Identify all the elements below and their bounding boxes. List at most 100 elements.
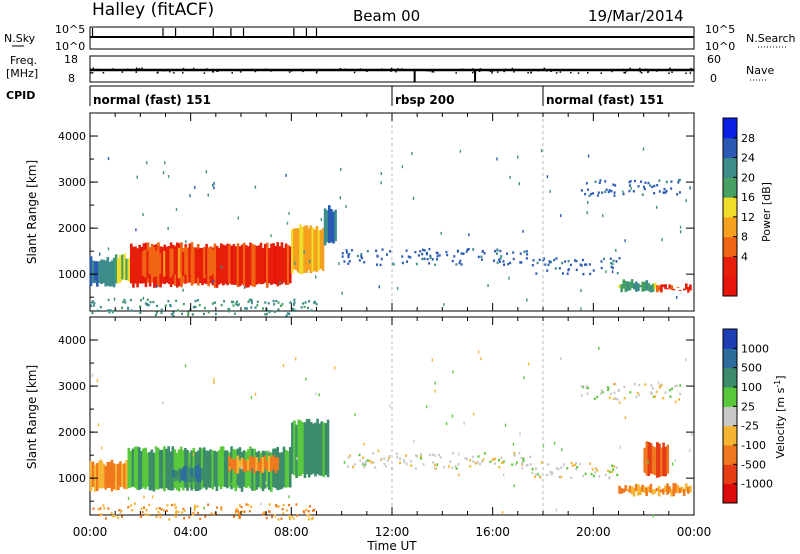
echo-dot xyxy=(405,249,408,252)
colorbar-tick-label: 8 xyxy=(741,231,748,244)
echo-cell xyxy=(270,243,273,285)
echo-dot xyxy=(613,397,616,401)
echo-cell xyxy=(123,463,126,489)
echo-dot xyxy=(169,303,172,307)
echo-speck xyxy=(213,378,215,382)
echo-dot xyxy=(365,460,368,463)
echo-dot xyxy=(594,180,597,184)
echo-dot xyxy=(198,303,201,307)
echo-dot xyxy=(431,453,434,457)
freq-dot xyxy=(397,68,399,70)
echo-dot xyxy=(575,467,578,471)
echo-dot xyxy=(288,503,291,507)
freq-dot xyxy=(203,72,206,74)
colorbar-swatch xyxy=(723,118,737,139)
echo-cell xyxy=(660,284,663,293)
echo-dot xyxy=(419,250,422,253)
echo-cell xyxy=(272,455,275,470)
colorbar-frame xyxy=(722,117,738,297)
echo-dot xyxy=(294,309,297,312)
echo-dot xyxy=(512,257,515,261)
echo-speck xyxy=(294,261,296,265)
echo-speck xyxy=(164,161,166,165)
echo-dot xyxy=(414,467,417,470)
echo-dot xyxy=(109,309,112,312)
echo-dot xyxy=(560,475,563,479)
echo-cell xyxy=(687,486,690,494)
echo-dot xyxy=(611,468,614,471)
echo-dot xyxy=(561,261,564,265)
echo-speck xyxy=(540,149,543,153)
x-tick-label: 00:00 xyxy=(73,525,108,539)
echo-cell xyxy=(653,447,657,476)
echo-cell xyxy=(196,248,200,278)
freq-strip-data xyxy=(90,67,694,82)
echo-dot xyxy=(134,502,137,505)
echo-dot xyxy=(589,462,592,465)
echo-cell xyxy=(643,447,647,473)
echo-cell xyxy=(682,488,686,496)
echo-cell xyxy=(659,489,663,493)
echo-dot xyxy=(439,456,442,459)
echo-cell xyxy=(117,258,120,284)
echo-dot xyxy=(216,506,219,509)
echo-speck xyxy=(162,171,165,175)
freq-dot xyxy=(551,69,554,72)
echo-speck xyxy=(459,149,462,153)
echo-dot xyxy=(177,510,180,514)
cpid-segment-label: rbsp 200 xyxy=(395,93,454,107)
echo-cell xyxy=(173,449,177,489)
echo-cell xyxy=(110,260,114,287)
echo-speck xyxy=(522,229,524,233)
echo-cell xyxy=(321,227,325,272)
echo-dot xyxy=(477,255,480,259)
freq-dot xyxy=(182,67,185,70)
x-tick-label: 04:00 xyxy=(173,525,208,539)
echo-dot xyxy=(584,472,587,476)
cpid-segment-label: normal (fast) 151 xyxy=(546,93,664,107)
echo-dot xyxy=(558,475,561,479)
echo-cell xyxy=(186,466,190,483)
freq-dot xyxy=(310,69,312,72)
echo-dot xyxy=(223,300,226,303)
echo-speck xyxy=(254,185,257,189)
y-tick-label: 2000 xyxy=(58,426,86,439)
echo-cell xyxy=(305,419,309,475)
colorbar-tick-label: 1000 xyxy=(741,342,769,355)
echo-cell xyxy=(209,246,212,276)
echo-cell xyxy=(651,446,655,475)
echo-cell xyxy=(175,251,179,274)
freq-label-1: Freq. xyxy=(10,54,37,67)
echo-dot xyxy=(480,258,483,261)
echo-dot xyxy=(496,249,499,252)
echo-speck xyxy=(523,376,525,380)
echo-speck xyxy=(549,189,551,193)
echo-cell xyxy=(217,450,221,487)
echo-dot xyxy=(310,517,313,521)
freq-dot xyxy=(156,72,159,74)
freq-dot xyxy=(622,69,625,71)
freq-dot xyxy=(96,68,98,71)
y-tick-label: 1000 xyxy=(58,268,86,281)
echo-dot xyxy=(638,394,641,397)
echo-speck xyxy=(194,185,196,189)
echo-cell xyxy=(221,446,225,487)
echo-speck xyxy=(219,455,221,459)
echo-speck xyxy=(675,295,678,299)
echo-cell xyxy=(192,467,196,482)
echo-cell xyxy=(270,452,273,492)
echo-cell xyxy=(330,208,333,243)
echo-cell xyxy=(630,486,634,495)
echo-cell xyxy=(245,245,248,288)
freq-dot xyxy=(533,69,536,71)
echo-dot xyxy=(193,508,196,512)
echo-dot xyxy=(499,249,502,253)
echo-dot xyxy=(478,462,481,466)
echo-dot xyxy=(669,395,672,398)
echo-dot xyxy=(436,255,439,258)
echo-cell xyxy=(198,467,202,483)
freq-dot xyxy=(505,68,507,71)
freq-dot xyxy=(92,67,95,70)
echo-speck xyxy=(586,211,588,215)
echo-dot xyxy=(273,310,276,314)
